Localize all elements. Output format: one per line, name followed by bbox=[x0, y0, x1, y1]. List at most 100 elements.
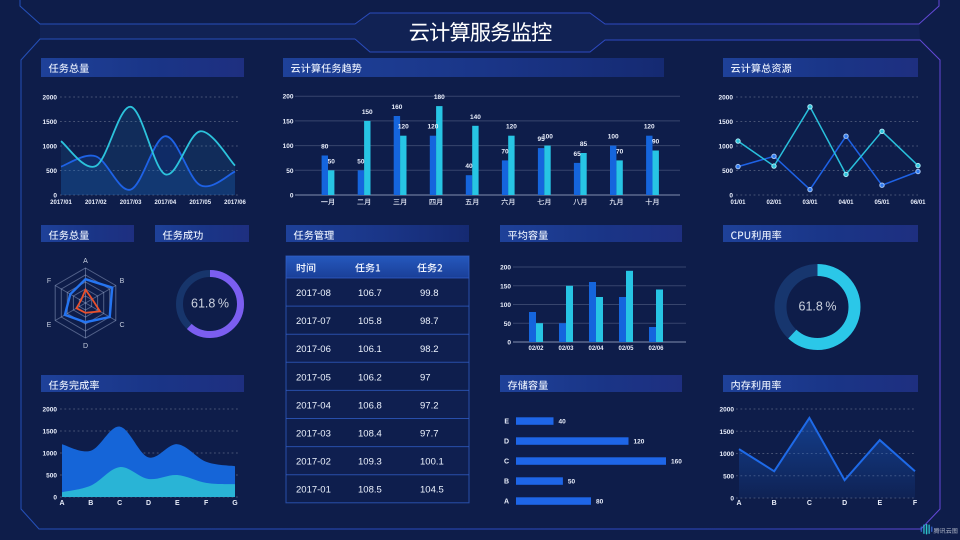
svg-text:99.8: 99.8 bbox=[420, 288, 439, 299]
svg-text:100: 100 bbox=[283, 143, 294, 150]
svg-text:85: 85 bbox=[580, 141, 588, 148]
svg-text:A: A bbox=[736, 500, 741, 507]
svg-text:E: E bbox=[47, 322, 52, 329]
svg-text:0: 0 bbox=[507, 340, 511, 347]
svg-text:2000: 2000 bbox=[43, 407, 58, 414]
svg-text:E: E bbox=[175, 500, 180, 507]
svg-text:0: 0 bbox=[53, 193, 57, 200]
svg-text:105.8: 105.8 bbox=[358, 316, 382, 327]
svg-text:120: 120 bbox=[398, 124, 409, 131]
svg-text:2017-03: 2017-03 bbox=[296, 429, 331, 440]
svg-text:02/05: 02/05 bbox=[618, 346, 634, 352]
svg-text:106.7: 106.7 bbox=[358, 288, 382, 299]
svg-text:500: 500 bbox=[46, 473, 57, 480]
svg-text:106.2: 106.2 bbox=[358, 372, 382, 383]
svg-text:106.8: 106.8 bbox=[358, 400, 382, 411]
svg-text:70: 70 bbox=[501, 148, 509, 155]
svg-text:2017/06: 2017/06 bbox=[224, 200, 246, 206]
svg-text:1000: 1000 bbox=[43, 451, 58, 458]
svg-text:B: B bbox=[120, 278, 125, 285]
svg-text:2017/03: 2017/03 bbox=[120, 200, 142, 206]
svg-text:97.2: 97.2 bbox=[420, 400, 439, 411]
svg-text:D: D bbox=[146, 500, 151, 507]
svg-text:70: 70 bbox=[616, 148, 624, 155]
svg-text:500: 500 bbox=[46, 168, 57, 175]
svg-text:1500: 1500 bbox=[43, 119, 58, 126]
svg-text:50: 50 bbox=[504, 321, 512, 328]
svg-text:80: 80 bbox=[321, 143, 329, 150]
svg-text:0: 0 bbox=[729, 193, 733, 200]
svg-text:A: A bbox=[59, 500, 64, 507]
svg-text:150: 150 bbox=[283, 118, 294, 125]
svg-text:D: D bbox=[842, 500, 847, 507]
svg-text:120: 120 bbox=[506, 124, 517, 131]
svg-text:1500: 1500 bbox=[43, 429, 58, 436]
svg-text:G: G bbox=[232, 500, 238, 507]
svg-text:2017-04: 2017-04 bbox=[296, 400, 331, 411]
svg-text:108.5: 108.5 bbox=[358, 485, 382, 496]
svg-text:F: F bbox=[47, 278, 51, 285]
svg-text:D: D bbox=[83, 343, 88, 350]
svg-text:104.5: 104.5 bbox=[420, 485, 444, 496]
svg-text:2017/02: 2017/02 bbox=[85, 200, 107, 206]
svg-text:65: 65 bbox=[574, 151, 582, 158]
svg-text:97.7: 97.7 bbox=[420, 429, 439, 440]
svg-text:E: E bbox=[877, 500, 882, 507]
svg-text:98.2: 98.2 bbox=[420, 344, 439, 355]
svg-text:A: A bbox=[504, 499, 509, 506]
svg-text:80: 80 bbox=[596, 499, 604, 506]
svg-text:2017-08: 2017-08 bbox=[296, 288, 331, 299]
svg-text:2000: 2000 bbox=[719, 95, 734, 102]
svg-text:1000: 1000 bbox=[719, 144, 734, 151]
svg-text:2017-01: 2017-01 bbox=[296, 485, 331, 496]
svg-text:C: C bbox=[504, 459, 509, 466]
svg-text:E: E bbox=[504, 419, 509, 426]
svg-text:200: 200 bbox=[500, 265, 511, 272]
svg-text:50: 50 bbox=[568, 479, 576, 486]
svg-text:D: D bbox=[504, 439, 509, 446]
svg-text:200: 200 bbox=[283, 94, 294, 101]
svg-text:100: 100 bbox=[608, 134, 619, 141]
svg-text:40: 40 bbox=[465, 163, 473, 170]
svg-text:150: 150 bbox=[500, 283, 511, 290]
svg-text:1000: 1000 bbox=[43, 144, 58, 151]
svg-text:100.1: 100.1 bbox=[420, 457, 444, 468]
svg-text:1500: 1500 bbox=[719, 119, 734, 126]
svg-text:50: 50 bbox=[286, 168, 294, 175]
svg-text:50: 50 bbox=[357, 158, 365, 165]
svg-text:108.4: 108.4 bbox=[358, 429, 382, 440]
svg-text:A: A bbox=[83, 258, 88, 265]
svg-text:0: 0 bbox=[730, 496, 734, 503]
svg-text:1000: 1000 bbox=[720, 451, 735, 458]
svg-text:100: 100 bbox=[542, 134, 553, 141]
svg-text:98.7: 98.7 bbox=[420, 316, 439, 327]
svg-text:02/01: 02/01 bbox=[766, 200, 782, 206]
svg-text:2017/04: 2017/04 bbox=[155, 200, 177, 206]
svg-text:02/06: 02/06 bbox=[648, 346, 664, 352]
svg-text:160: 160 bbox=[391, 104, 402, 111]
svg-text:B: B bbox=[772, 500, 777, 507]
svg-text:0: 0 bbox=[53, 495, 57, 502]
svg-text:106.1: 106.1 bbox=[358, 344, 382, 355]
svg-text:2017-07: 2017-07 bbox=[296, 316, 331, 327]
svg-text:40: 40 bbox=[559, 419, 567, 426]
svg-text:02/04: 02/04 bbox=[588, 346, 604, 352]
svg-text:2017/05: 2017/05 bbox=[189, 200, 211, 206]
svg-text:90: 90 bbox=[652, 139, 660, 146]
svg-text:02/02: 02/02 bbox=[528, 346, 544, 352]
svg-text:1500: 1500 bbox=[720, 429, 735, 436]
svg-text:2017-02: 2017-02 bbox=[296, 457, 331, 468]
svg-text:100: 100 bbox=[500, 302, 511, 309]
svg-text:109.3: 109.3 bbox=[358, 457, 382, 468]
svg-text:140: 140 bbox=[470, 114, 481, 121]
svg-text:B: B bbox=[88, 500, 93, 507]
svg-text:61.8 %: 61.8 % bbox=[799, 300, 837, 314]
svg-text:B: B bbox=[504, 479, 509, 486]
svg-text:95: 95 bbox=[537, 136, 545, 143]
svg-text:C: C bbox=[119, 322, 124, 329]
svg-text:2017-05: 2017-05 bbox=[296, 372, 331, 383]
svg-text:120: 120 bbox=[634, 439, 645, 446]
svg-text:97: 97 bbox=[420, 372, 431, 383]
svg-text:06/01: 06/01 bbox=[910, 200, 926, 206]
svg-text:500: 500 bbox=[723, 473, 734, 480]
